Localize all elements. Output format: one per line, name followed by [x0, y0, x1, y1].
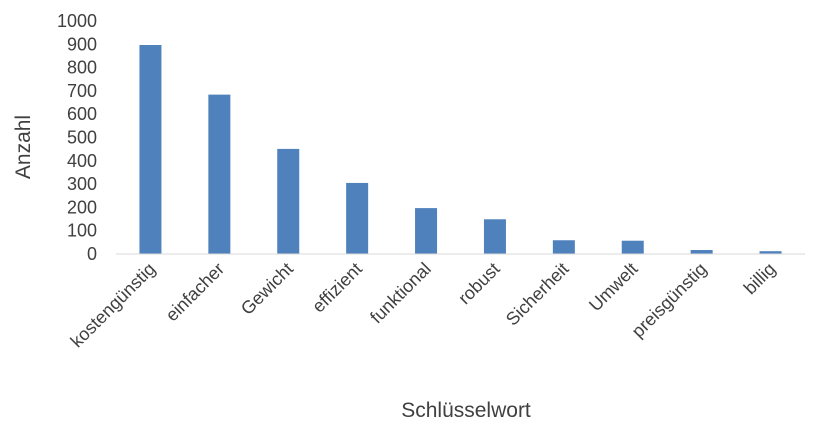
y-tick-label: 400 [67, 151, 97, 171]
x-tick-label: funktional [366, 259, 435, 328]
bar-preisgünstig [690, 250, 713, 254]
y-tick-label: 300 [67, 174, 97, 194]
y-tick-label: 800 [67, 58, 97, 78]
x-tick-label: effizient [308, 259, 366, 317]
x-tick-label: Umwelt [585, 259, 642, 316]
y-tick-label: 500 [67, 128, 97, 148]
bar-funktional [415, 208, 438, 254]
y-tick-label: 900 [67, 34, 97, 54]
y-axis-title: Anzahl [12, 115, 35, 179]
x-axis-ticks: kostengünstig einfacher Gewicht effizient fu… [67, 259, 780, 352]
y-tick-label: 0 [87, 244, 97, 264]
x-tick-label: robust [454, 259, 504, 309]
y-axis-ticks: 0 100 200 300 400 500 600 700 800 900 1000 [57, 11, 97, 264]
bar-robust [483, 219, 506, 254]
y-tick-label: 700 [67, 81, 97, 101]
x-tick-label: einfacher [162, 259, 229, 326]
bars [139, 44, 782, 255]
y-tick-label: 600 [67, 104, 97, 124]
bar-billig [759, 251, 782, 254]
x-tick-label: billig [740, 259, 780, 299]
x-tick-label: kostengünstig [67, 259, 160, 352]
x-tick-label: preisgünstig [628, 259, 711, 342]
y-tick-label: 100 [67, 221, 97, 241]
bar-sicherheit [552, 240, 575, 254]
bar-effizient [346, 182, 369, 254]
bar-einfacher [208, 94, 231, 255]
bar-gewicht [277, 148, 300, 254]
bar-kostengünstig [139, 44, 162, 255]
x-tick-label: Gewicht [237, 259, 297, 319]
y-tick-label: 1000 [57, 11, 97, 31]
y-tick-label: 200 [67, 197, 97, 217]
x-axis-title: Schlüsselwort [401, 399, 531, 422]
x-tick-label: Sicherheit [502, 259, 573, 330]
bar-umwelt [621, 240, 644, 254]
